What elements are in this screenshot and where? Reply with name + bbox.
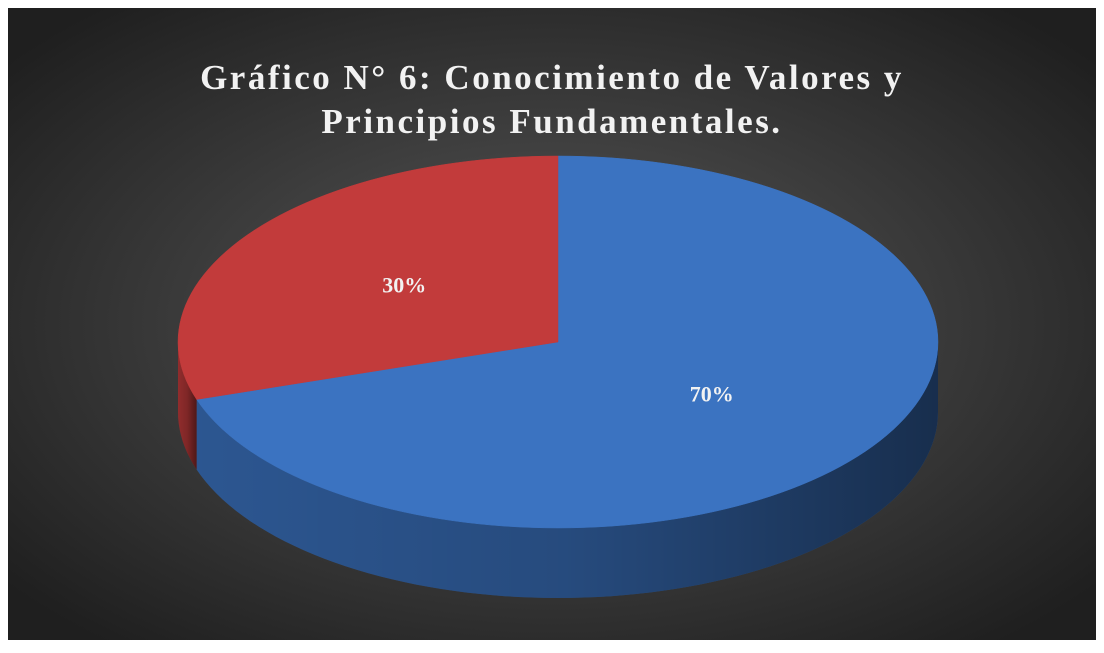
slice-side-shade — [196, 342, 939, 598]
slice-side-shade — [178, 342, 197, 470]
slice — [196, 155, 939, 529]
data-label: 70% — [690, 382, 734, 407]
slice — [177, 155, 559, 400]
data-label: 30% — [382, 272, 426, 297]
chart-title: Gráfico N° 6: Conocimiento de Valores y … — [200, 58, 904, 141]
